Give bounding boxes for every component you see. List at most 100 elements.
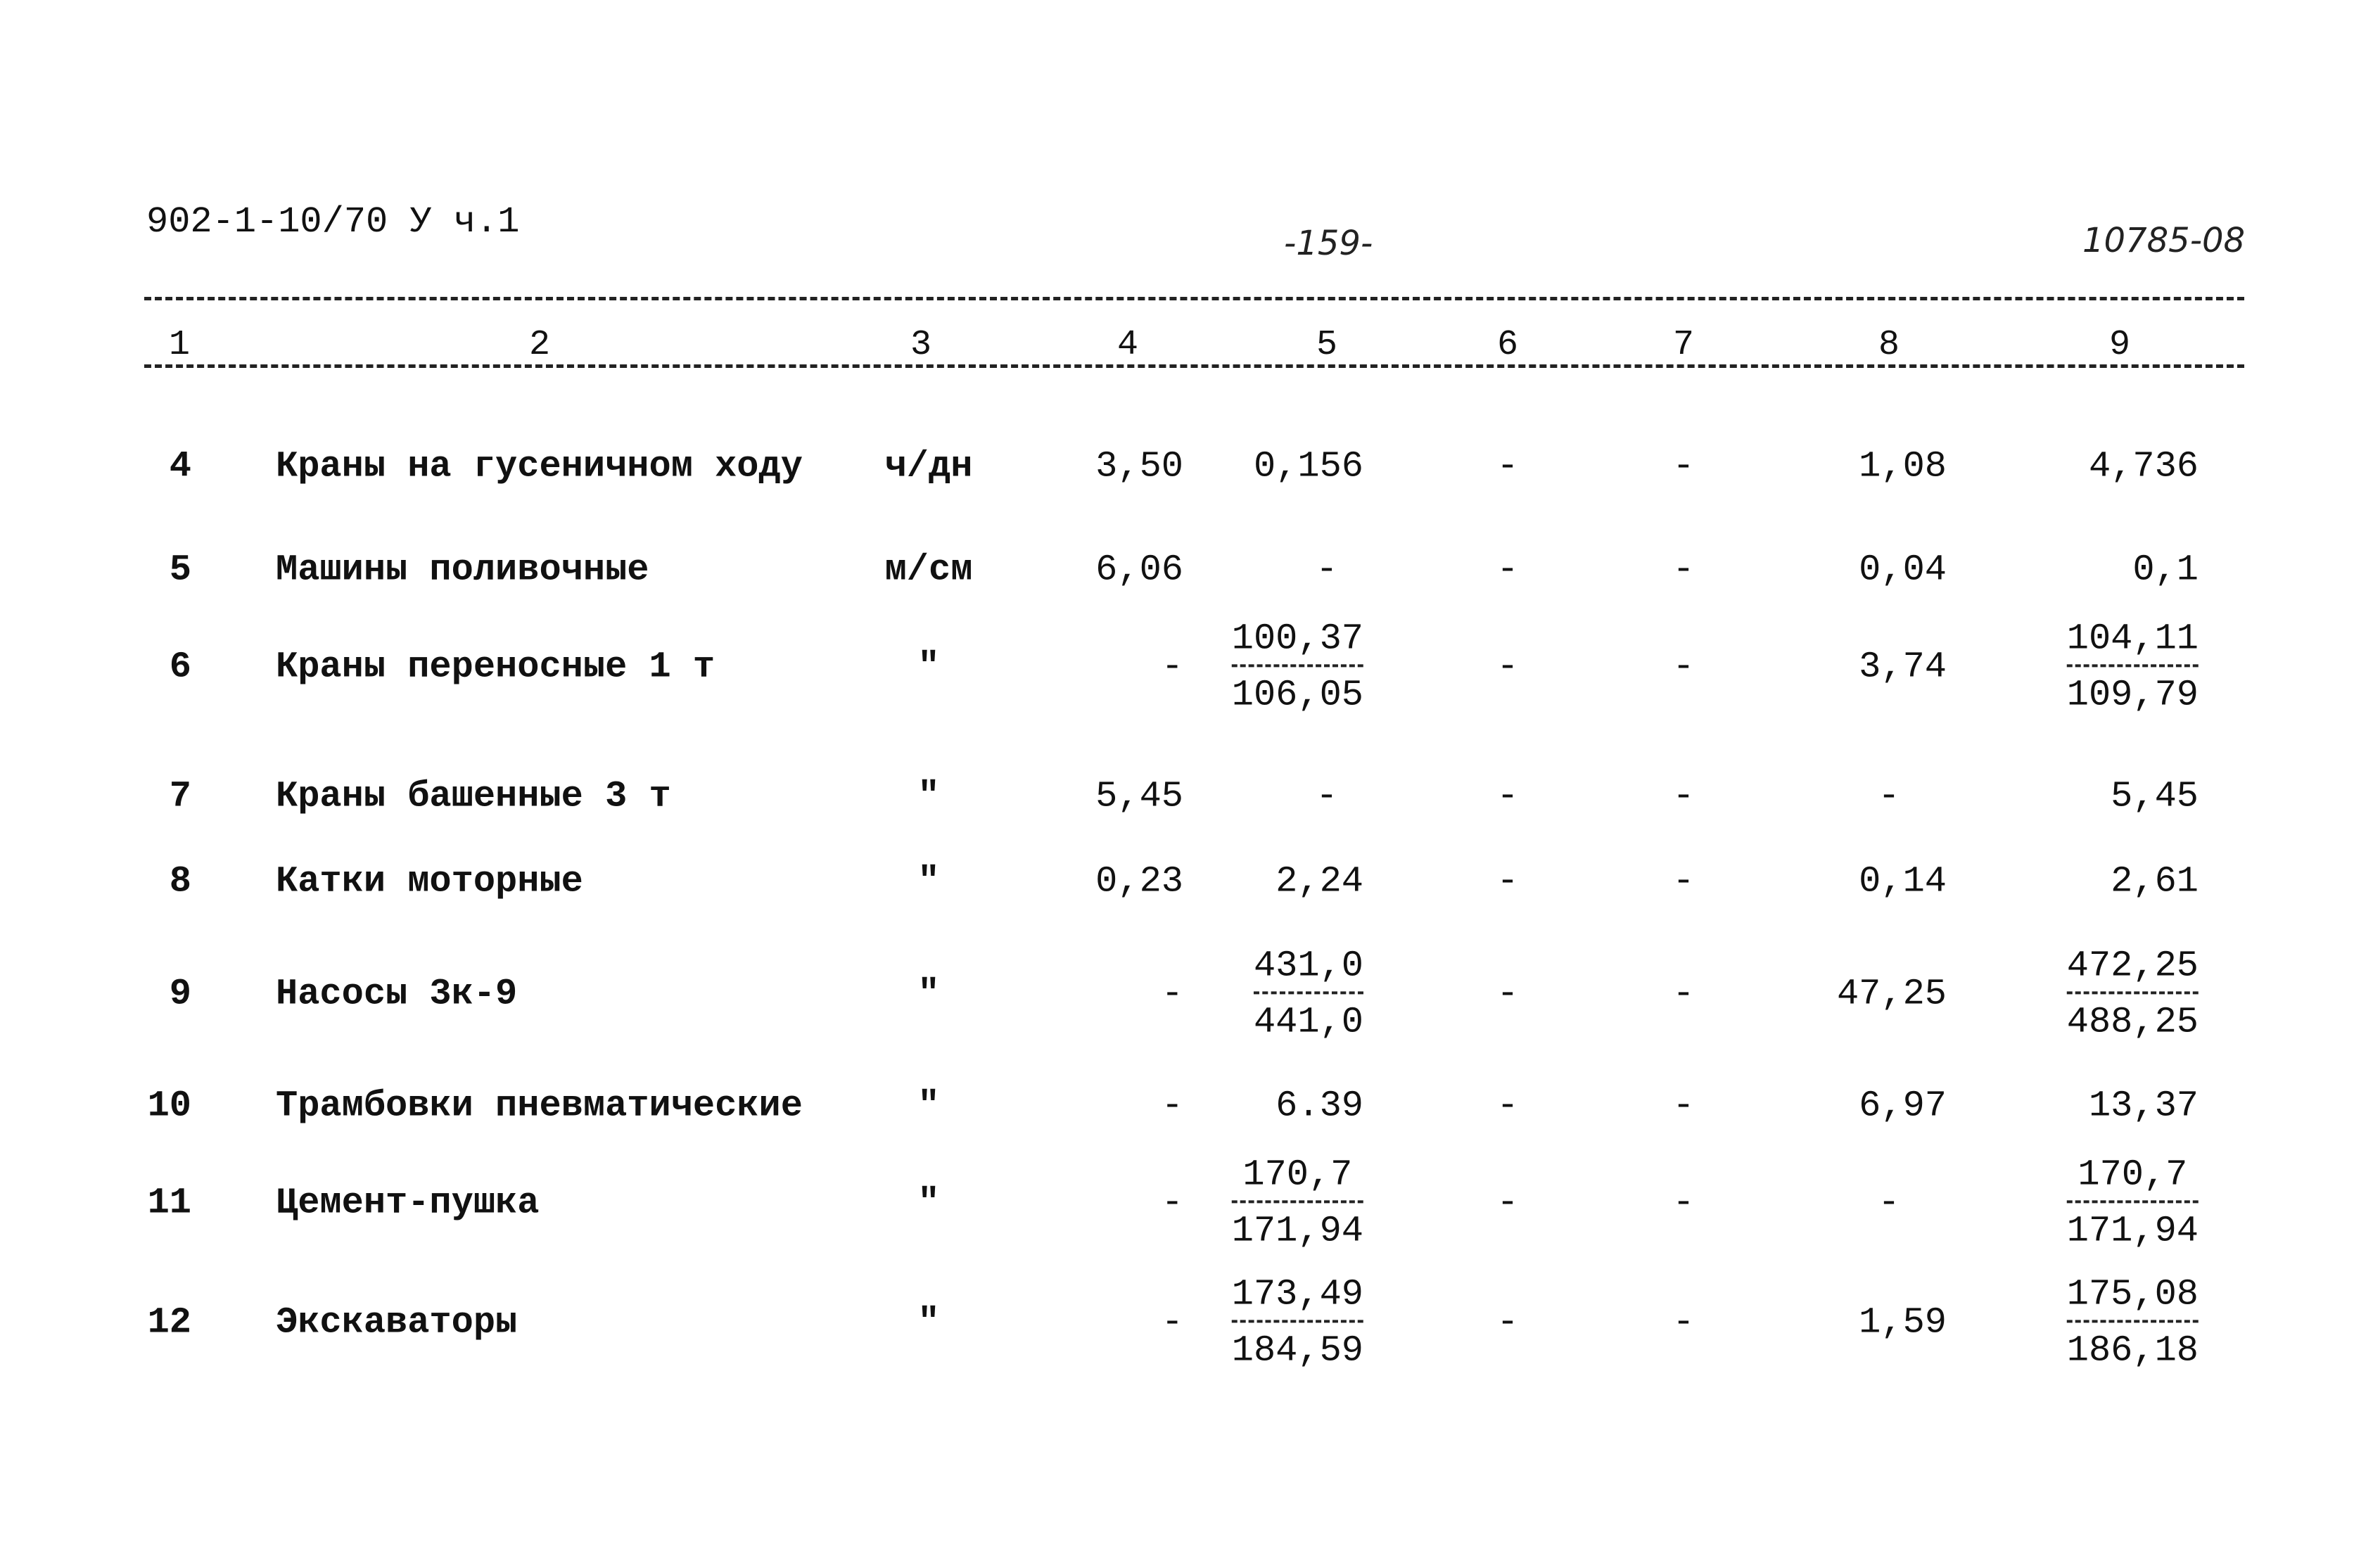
col4-value: - xyxy=(1161,973,1183,1015)
unit: " xyxy=(917,1182,940,1224)
row-number: 9 xyxy=(169,973,191,1015)
col9-total: 170,7 171,94 xyxy=(2066,1151,2199,1254)
denominator: 171,94 xyxy=(2066,1210,2199,1251)
machine-name: Насосы 3к-9 xyxy=(276,973,518,1015)
fraction-value: 173,49 184,59 xyxy=(1231,1270,1363,1374)
col4-value: 3,50 xyxy=(1095,445,1183,487)
machine-name: Трамбовки пневматические xyxy=(276,1085,803,1127)
col5-value: 173,49 184,59 xyxy=(1231,1270,1363,1374)
machine-name: Машины поливочные xyxy=(276,549,649,591)
row-number: 12 xyxy=(147,1301,191,1344)
numerator: 431,0 xyxy=(1253,942,1363,994)
col7-value: - xyxy=(1672,1182,1695,1224)
denominator: 106,05 xyxy=(1231,674,1363,715)
unit: " xyxy=(917,646,940,688)
header-top-rule xyxy=(144,297,2244,300)
numerator: 170,7 xyxy=(2066,1151,2199,1203)
column-number-4: 4 xyxy=(1116,325,1139,365)
machine-name: Цемент-пушка xyxy=(276,1182,540,1224)
col5-value: 170,7 171,94 xyxy=(1231,1151,1363,1254)
col5-value: 2,24 xyxy=(1275,860,1363,903)
col7-value: - xyxy=(1672,973,1695,1015)
unit: " xyxy=(917,1085,940,1127)
denominator: 488,25 xyxy=(2066,1001,2199,1043)
col7-value: - xyxy=(1672,775,1695,817)
fraction-value: 104,11 109,79 xyxy=(2066,615,2199,718)
row-number: 6 xyxy=(169,646,191,688)
col4-value: - xyxy=(1161,646,1183,688)
row-number: 10 xyxy=(147,1085,191,1127)
col4-value: - xyxy=(1161,1085,1183,1127)
column-number-8: 8 xyxy=(1878,325,1900,365)
col9-total: 175,08 186,18 xyxy=(2066,1270,2199,1374)
numerator: 472,25 xyxy=(2066,942,2199,994)
col5-value: - xyxy=(1316,549,1338,591)
fraction-value: 431,0 441,0 xyxy=(1253,942,1363,1045)
machine-name: Экскаваторы xyxy=(276,1301,518,1344)
col8-value: 1,08 xyxy=(1859,445,1947,487)
col6-value: - xyxy=(1496,1301,1519,1344)
col5-value: - xyxy=(1316,775,1338,817)
denominator: 441,0 xyxy=(1253,1001,1363,1043)
col6-value: - xyxy=(1496,860,1519,903)
unit: " xyxy=(917,973,940,1015)
column-number-2: 2 xyxy=(528,325,551,365)
denominator: 184,59 xyxy=(1231,1330,1363,1371)
col8-value: - xyxy=(1878,1182,1900,1224)
col8-value: 6,97 xyxy=(1859,1085,1947,1127)
col6-value: - xyxy=(1496,1085,1519,1127)
numerator: 170,7 xyxy=(1231,1151,1363,1203)
col9-total: 5,45 xyxy=(2111,775,2199,817)
col5-value: 431,0 441,0 xyxy=(1253,942,1363,1045)
col7-value: - xyxy=(1672,1301,1695,1344)
numerator: 173,49 xyxy=(1231,1270,1363,1322)
col4-value: 5,45 xyxy=(1095,775,1183,817)
col7-value: - xyxy=(1672,445,1695,487)
column-number-3: 3 xyxy=(910,325,932,365)
fraction-value: 170,7 171,94 xyxy=(1231,1151,1363,1254)
col9-total: 104,11 109,79 xyxy=(2066,615,2199,718)
fraction-value: 170,7 171,94 xyxy=(2066,1151,2199,1254)
col9-total: 13,37 xyxy=(2088,1085,2199,1127)
unit: " xyxy=(917,775,940,817)
col6-value: - xyxy=(1496,549,1519,591)
row-number: 4 xyxy=(169,445,191,487)
denominator: 109,79 xyxy=(2066,674,2199,715)
col6-value: - xyxy=(1496,775,1519,817)
col4-value: - xyxy=(1161,1182,1183,1224)
col7-value: - xyxy=(1672,1085,1695,1127)
numerator: 104,11 xyxy=(2066,615,2199,667)
document-code: 902-1-10/70 У ч.1 xyxy=(146,201,520,243)
col4-value: 0,23 xyxy=(1095,860,1183,903)
numerator: 175,08 xyxy=(2066,1270,2199,1322)
col4-value: 6,06 xyxy=(1095,549,1183,591)
unit: " xyxy=(917,860,940,903)
denominator: 186,18 xyxy=(2066,1330,2199,1371)
row-number: 5 xyxy=(169,549,191,591)
col9-total: 2,61 xyxy=(2111,860,2199,903)
numerator: 100,37 xyxy=(1231,615,1363,667)
fraction-value: 100,37 106,05 xyxy=(1231,615,1363,718)
col6-value: - xyxy=(1496,1182,1519,1224)
col8-value: - xyxy=(1878,775,1900,817)
fraction-value: 472,25 488,25 xyxy=(2066,942,2199,1045)
denominator: 171,94 xyxy=(1231,1210,1363,1251)
archive-number: 10785-08 xyxy=(2082,221,2246,260)
col7-value: - xyxy=(1672,549,1695,591)
col9-total: 0,1 xyxy=(2132,549,2199,591)
column-number-7: 7 xyxy=(1672,325,1695,365)
header-bottom-rule xyxy=(144,364,2244,368)
col9-total: 472,25 488,25 xyxy=(2066,942,2199,1045)
col8-value: 1,59 xyxy=(1859,1301,1947,1344)
col8-value: 0,14 xyxy=(1859,860,1947,903)
col5-value: 6.39 xyxy=(1275,1085,1363,1127)
unit: м/см xyxy=(884,549,973,591)
page-number: -159- xyxy=(1284,224,1373,263)
column-number-1: 1 xyxy=(168,325,191,365)
col7-value: - xyxy=(1672,646,1695,688)
col6-value: - xyxy=(1496,445,1519,487)
fraction-value: 175,08 186,18 xyxy=(2066,1270,2199,1374)
machine-name: Краны переносные 1 т xyxy=(276,646,715,688)
row-number: 11 xyxy=(147,1182,191,1224)
col6-value: - xyxy=(1496,646,1519,688)
